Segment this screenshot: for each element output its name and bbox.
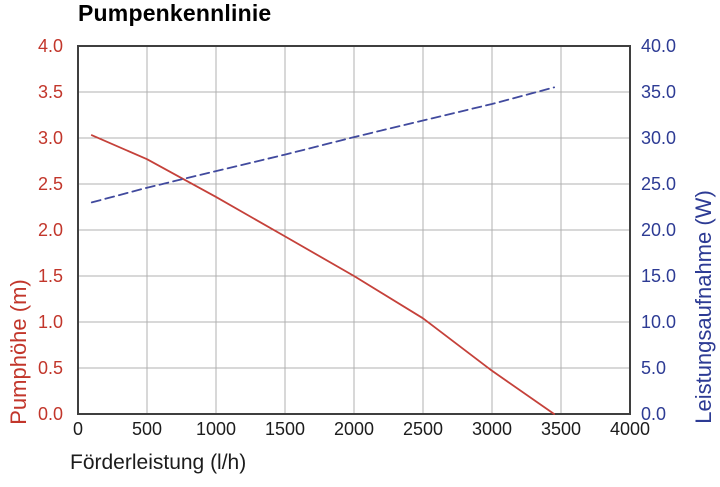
x-tick-label: 2000: [333, 419, 375, 439]
chart-title: Pumpenkennlinie: [78, 0, 272, 26]
y-tick-label-right: 0.0: [641, 404, 667, 424]
y-tick-label-left: 1.5: [37, 266, 63, 286]
x-tick-label: 1500: [264, 419, 306, 439]
x-tick-label: 4000: [609, 419, 651, 439]
x-tick-label: 2500: [402, 419, 444, 439]
y-tick-label-left: 2.0: [37, 220, 63, 240]
y-axis-title-right: Leistungsaufnahme (W): [691, 190, 716, 424]
y-tick-label-right: 30.0: [641, 128, 677, 148]
x-tick-label: 0: [72, 419, 84, 439]
pump-head-curve: [90, 134, 555, 415]
y-axis-title-left: Pumphöhe (m): [6, 279, 31, 425]
y-tick-label-left: 0.0: [37, 404, 63, 424]
y-tick-label-left: 3.0: [37, 128, 63, 148]
y-tick-label-left: 4.0: [37, 36, 63, 56]
y-tick-label-right: 35.0: [641, 82, 677, 102]
x-tick-label: 1000: [195, 419, 237, 439]
y-tick-label-left: 0.5: [37, 358, 63, 378]
y-tick-label-right: 10.0: [641, 312, 677, 332]
power-consumption-curve: [90, 86, 555, 204]
plot-border: [77, 45, 631, 415]
y-tick-label-right: 15.0: [641, 266, 677, 286]
y-tick-label-left: 1.0: [37, 312, 63, 332]
x-tick-label: 500: [131, 419, 163, 439]
y-tick-label-left: 3.5: [37, 82, 63, 102]
y-tick-label-right: 25.0: [641, 174, 677, 194]
y-tick-label-right: 20.0: [641, 220, 677, 240]
x-axis-title: Förderleistung (l/h): [70, 451, 247, 474]
x-tick-label: 3000: [471, 419, 513, 439]
y-tick-label-right: 5.0: [641, 358, 667, 378]
y-tick-label-right: 40.0: [641, 36, 677, 56]
x-tick-label: 3500: [540, 419, 582, 439]
y-tick-label-left: 2.5: [37, 174, 63, 194]
